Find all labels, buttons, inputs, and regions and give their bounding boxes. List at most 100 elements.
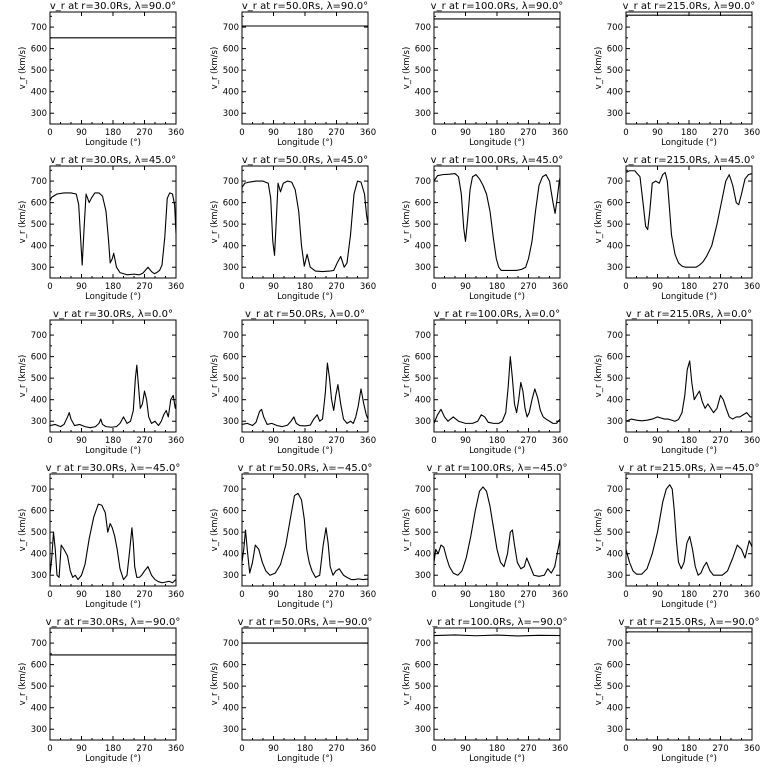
x-tick-label: 180: [297, 282, 313, 292]
chart-title: v_r at r=215.0Rs, λ=90.0°: [623, 1, 756, 12]
y-tick-label: 700: [415, 177, 431, 187]
y-tick-label: 500: [607, 528, 623, 538]
x-tick-label: 90: [76, 282, 87, 292]
x-tick-label: 90: [460, 744, 471, 754]
x-axis-label: Longitude (°): [469, 138, 525, 148]
chart-title: v_r at r=50.0Rs, λ=90.0°: [242, 1, 368, 12]
x-tick-label: 360: [360, 744, 376, 754]
x-tick-label: 90: [76, 436, 87, 446]
y-tick-label: 300: [31, 725, 47, 735]
y-tick-label: 500: [223, 66, 239, 76]
y-tick-label: 700: [415, 639, 431, 649]
plot-frame: [433, 319, 561, 433]
x-tick-label: 90: [460, 282, 471, 292]
x-tick-label: 90: [76, 128, 87, 138]
x-tick-label: 90: [652, 436, 663, 446]
y-axis-label: v_r (km/s): [18, 663, 28, 706]
chart-panel: v_r at r=215.0Rs, λ=−45.0° 0 90 180 270 360 30…: [594, 463, 760, 610]
y-tick-label: 400: [607, 242, 623, 252]
x-tick-label: 180: [489, 128, 505, 138]
chart-title: v_r at r=30.0Rs, λ=0.0°: [53, 309, 173, 320]
chart-panel: v_r at r=100.0Rs, λ=−90.0° 0 90 180 270 360 30…: [402, 617, 568, 764]
chart-title: v_r at r=50.0Rs, λ=45.0°: [242, 155, 368, 166]
y-tick-label: 300: [607, 109, 623, 119]
x-tick-label: 270: [136, 744, 152, 754]
y-tick-label: 700: [223, 639, 239, 649]
chart-panel: v_r at r=50.0Rs, λ=−45.0° 0 90 180 270 360 300…: [210, 463, 376, 610]
x-tick-label: 0: [47, 128, 52, 138]
chart-panel: v_r at r=50.0Rs, λ=45.0° 0 90 180 270 360 300 4…: [210, 155, 376, 302]
x-tick-label: 180: [105, 282, 121, 292]
x-tick-label: 0: [623, 282, 628, 292]
chart-title: v_r at r=50.0Rs, λ=0.0°: [245, 309, 365, 320]
x-tick-label: 90: [652, 282, 663, 292]
y-tick-label: 600: [607, 353, 623, 363]
x-tick-label: 270: [520, 590, 536, 600]
y-tick-label: 500: [31, 682, 47, 692]
chart-panel: v_r at r=100.0Rs, λ=90.0° 0 90 180 270 360 300…: [402, 1, 568, 148]
y-axis-label: v_r (km/s): [210, 201, 220, 244]
x-tick-label: 270: [520, 744, 536, 754]
y-tick-label: 600: [415, 199, 431, 209]
x-tick-label: 360: [168, 282, 184, 292]
x-tick-label: 90: [268, 436, 279, 446]
y-tick-label: 700: [607, 177, 623, 187]
y-tick-label: 700: [223, 485, 239, 495]
x-tick-label: 180: [489, 590, 505, 600]
x-tick-label: 270: [328, 282, 344, 292]
y-axis-label: v_r (km/s): [210, 509, 220, 552]
x-tick-label: 90: [268, 590, 279, 600]
y-tick-label: 500: [31, 528, 47, 538]
chart-title: v_r at r=50.0Rs, λ=−90.0°: [238, 617, 373, 628]
x-tick-label: 180: [297, 744, 313, 754]
y-tick-label: 400: [607, 88, 623, 98]
x-tick-label: 0: [431, 436, 436, 446]
y-tick-label: 700: [607, 485, 623, 495]
y-tick-label: 700: [223, 177, 239, 187]
y-tick-label: 600: [31, 45, 47, 55]
y-tick-label: 300: [607, 725, 623, 735]
y-tick-label: 600: [415, 507, 431, 517]
x-tick-label: 360: [552, 128, 568, 138]
y-tick-label: 400: [415, 550, 431, 560]
x-tick-label: 90: [652, 128, 663, 138]
y-tick-label: 300: [31, 417, 47, 427]
y-tick-label: 400: [223, 242, 239, 252]
y-tick-label: 400: [31, 704, 47, 714]
y-tick-label: 700: [607, 639, 623, 649]
plot-frame: [49, 627, 177, 741]
y-tick-label: 700: [223, 331, 239, 341]
plot-frame: [433, 11, 561, 125]
x-tick-label: 90: [460, 128, 471, 138]
x-axis-label: Longitude (°): [469, 600, 525, 610]
x-tick-label: 360: [552, 436, 568, 446]
y-tick-label: 500: [415, 528, 431, 538]
x-tick-label: 270: [520, 436, 536, 446]
x-tick-label: 360: [744, 282, 760, 292]
y-tick-label: 400: [31, 396, 47, 406]
series-line: [433, 172, 561, 272]
y-axis-label: v_r (km/s): [18, 201, 28, 244]
series-line: [433, 486, 561, 577]
x-axis-label: Longitude (°): [277, 600, 333, 610]
y-tick-label: 500: [223, 682, 239, 692]
x-tick-label: 270: [520, 282, 536, 292]
y-tick-label: 600: [415, 45, 431, 55]
chart-title: v_r at r=30.0Rs, λ=−45.0°: [46, 463, 181, 474]
y-tick-label: 300: [31, 571, 47, 581]
x-tick-label: 270: [712, 436, 728, 446]
y-tick-label: 500: [31, 220, 47, 230]
x-axis-label: Longitude (°): [277, 292, 333, 302]
y-tick-label: 600: [223, 45, 239, 55]
y-axis-label: v_r (km/s): [402, 201, 412, 244]
series-line: [49, 364, 177, 429]
chart-title: v_r at r=100.0Rs, λ=0.0°: [434, 309, 560, 320]
y-tick-label: 700: [607, 23, 623, 33]
y-tick-label: 500: [31, 374, 47, 384]
y-tick-label: 700: [415, 485, 431, 495]
y-tick-label: 300: [415, 725, 431, 735]
plot-frame: [625, 11, 753, 125]
chart-title: v_r at r=30.0Rs, λ=−90.0°: [46, 617, 181, 628]
series-line: [241, 180, 369, 273]
y-axis-label: v_r (km/s): [402, 47, 412, 90]
